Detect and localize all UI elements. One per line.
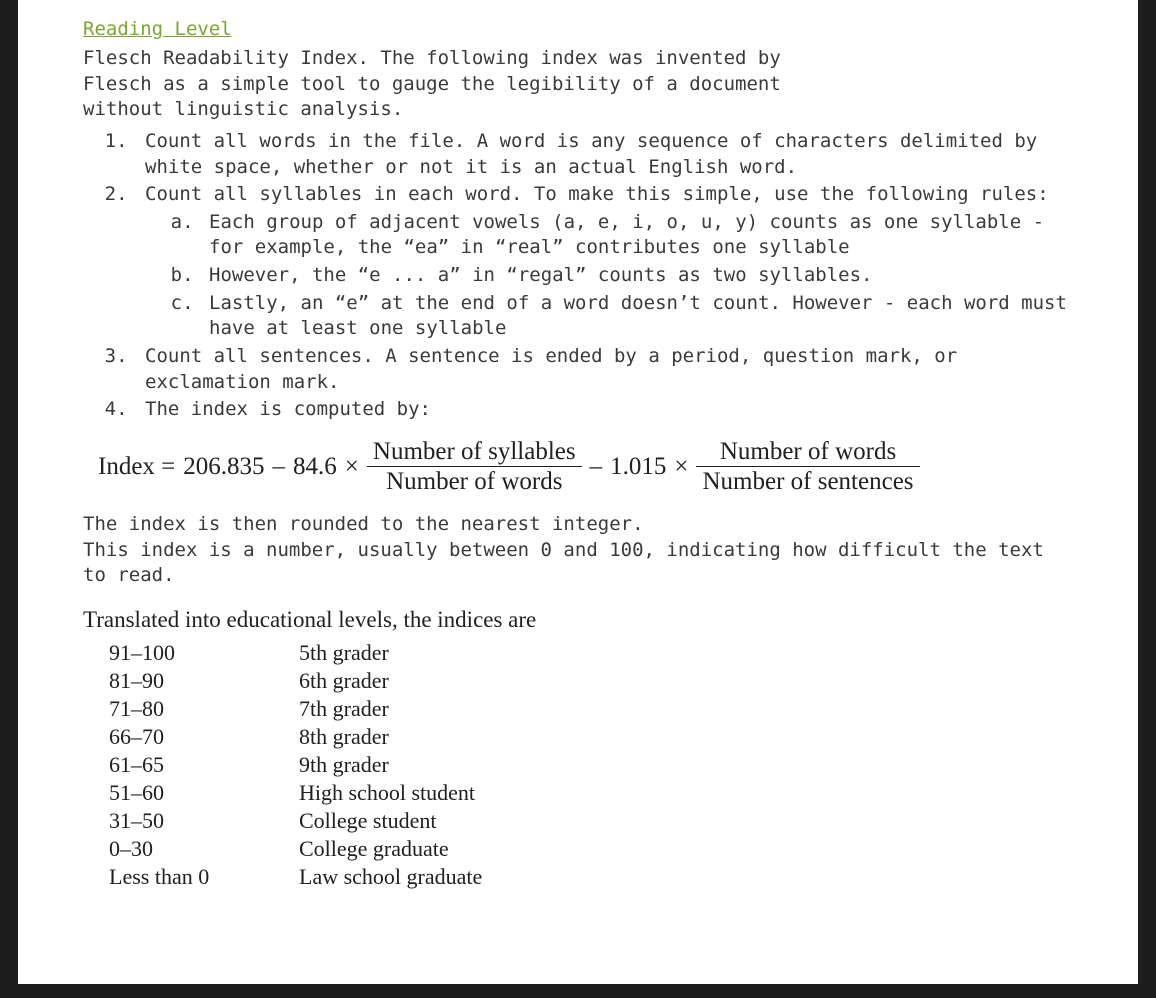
formula: Index = 206.835 – 84.6 × Number of sylla… xyxy=(93,437,1073,496)
table-row: 66–708th grader xyxy=(109,723,482,751)
intro-paragraph: Flesch Readability Index. The following … xyxy=(83,46,843,123)
level-label: College graduate xyxy=(299,835,482,863)
formula-lhs: Index = xyxy=(95,439,178,494)
step-1: Count all words in the file. A word is a… xyxy=(139,129,1073,180)
level-range: 0–30 xyxy=(109,835,299,863)
table-row: 81–906th grader xyxy=(109,667,482,695)
step-2a: Each group of adjacent vowels (a, e, i, … xyxy=(205,210,1073,261)
level-label: 5th grader xyxy=(299,639,482,667)
level-range: 81–90 xyxy=(109,667,299,695)
table-row: 31–50College student xyxy=(109,807,482,835)
step-2: Count all syllables in each word. To mak… xyxy=(139,182,1073,342)
table-row: Less than 0Law school graduate xyxy=(109,863,482,891)
after-formula-line-2: This index is a number, usually between … xyxy=(83,538,1073,589)
table-row: 71–807th grader xyxy=(109,695,482,723)
formula-times-1: × xyxy=(342,439,362,494)
level-label: 8th grader xyxy=(299,723,482,751)
after-formula-line-1: The index is then rounded to the nearest… xyxy=(83,512,1073,538)
level-range: 66–70 xyxy=(109,723,299,751)
level-range: 71–80 xyxy=(109,695,299,723)
step-2c: Lastly, an “e” at the end of a word does… xyxy=(205,291,1073,342)
steps-list: Count all words in the file. A word is a… xyxy=(83,129,1073,423)
formula-fraction-2: Number of words Number of sentences xyxy=(696,439,919,494)
step-2b: However, the “e ... a” in “regal” counts… xyxy=(205,263,1073,289)
level-label: High school student xyxy=(299,779,482,807)
frac2-numerator: Number of words xyxy=(696,439,919,467)
frac2-denominator: Number of sentences xyxy=(696,467,919,494)
formula-minus-2: – xyxy=(587,439,606,494)
frac1-numerator: Number of syllables xyxy=(367,439,582,467)
formula-coef-2: 1.015 xyxy=(607,439,669,494)
step-2-text: Count all syllables in each word. To mak… xyxy=(145,183,1049,205)
formula-fraction-1: Number of syllables Number of words xyxy=(367,439,582,494)
formula-times-2: × xyxy=(671,439,691,494)
level-label: 6th grader xyxy=(299,667,482,695)
levels-tbody: 91–1005th grader 81–906th grader 71–807t… xyxy=(109,639,482,891)
formula-const: 206.835 xyxy=(180,439,267,494)
levels-table: 91–1005th grader 81–906th grader 71–807t… xyxy=(109,639,482,891)
level-range: 91–100 xyxy=(109,639,299,667)
level-label: 7th grader xyxy=(299,695,482,723)
table-row: 0–30College graduate xyxy=(109,835,482,863)
step-2-sublist: Each group of adjacent vowels (a, e, i, … xyxy=(145,210,1073,342)
formula-coef-1: 84.6 xyxy=(290,439,340,494)
document-page: Reading Level Flesch Readability Index. … xyxy=(0,0,1156,998)
step-4: The index is computed by: xyxy=(139,397,1073,423)
table-row: 91–1005th grader xyxy=(109,639,482,667)
table-row: 51–60High school student xyxy=(109,779,482,807)
formula-minus-1: – xyxy=(270,439,289,494)
level-label: 9th grader xyxy=(299,751,482,779)
section-title: Reading Level xyxy=(83,18,1073,40)
frac1-denominator: Number of words xyxy=(367,467,582,494)
levels-intro: Translated into educational levels, the … xyxy=(83,607,1073,633)
level-label: Law school graduate xyxy=(299,863,482,891)
level-label: College student xyxy=(299,807,482,835)
step-3: Count all sentences. A sentence is ended… xyxy=(139,344,1073,395)
table-row: 61–659th grader xyxy=(109,751,482,779)
level-range: Less than 0 xyxy=(109,863,299,891)
level-range: 31–50 xyxy=(109,807,299,835)
level-range: 61–65 xyxy=(109,751,299,779)
level-range: 51–60 xyxy=(109,779,299,807)
